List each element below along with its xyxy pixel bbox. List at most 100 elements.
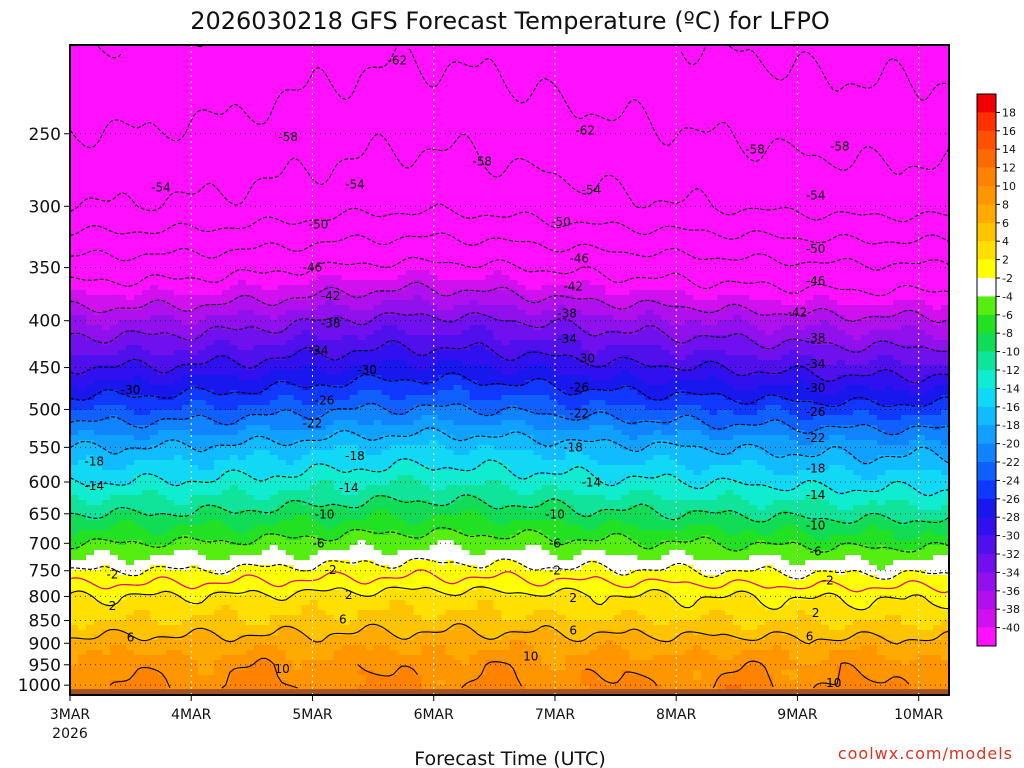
contour-label: -50 <box>806 242 826 256</box>
temperature-band-cell <box>70 495 79 501</box>
temperature-band-cell <box>110 680 167 686</box>
temperature-band-cell <box>549 665 567 671</box>
plot-frame <box>69 44 950 696</box>
temperature-band-cell <box>677 405 702 411</box>
temperature-band-cell <box>149 565 167 571</box>
temperature-band-cell <box>70 175 949 181</box>
temperature-band-cell <box>70 455 87 461</box>
temperature-band-cell <box>725 685 742 691</box>
temperature-band-cell <box>861 555 934 561</box>
temperature-band-cell <box>221 520 279 526</box>
temperature-band-cell <box>229 680 287 686</box>
contour-line <box>97 45 949 101</box>
temperature-band-cell <box>301 605 319 611</box>
temperature-band-cell <box>797 670 838 676</box>
temperature-band-cell <box>110 650 135 656</box>
temperature-band-cell <box>645 615 702 621</box>
temperature-band-cell <box>933 305 942 311</box>
temperature-band-cell <box>86 650 103 656</box>
temperature-band-cell <box>637 375 710 381</box>
temperature-band-cell <box>421 430 447 436</box>
temperature-band-cell <box>645 405 678 411</box>
temperature-band-cell <box>901 415 949 421</box>
temperature-band-cell <box>237 280 247 286</box>
temperature-band-cell <box>877 575 894 581</box>
temperature-band-cell <box>813 370 878 376</box>
temperature-band-cell <box>94 380 151 386</box>
temperature-band-cell <box>70 485 231 491</box>
temperature-band-cell <box>229 355 287 361</box>
temperature-band-cell <box>573 465 582 471</box>
temperature-band-cell <box>621 445 646 451</box>
temperature-band-cell <box>453 450 471 456</box>
temperature-band-cell <box>733 590 750 596</box>
temperature-band-cell <box>181 650 247 656</box>
temperature-band-cell <box>293 440 431 446</box>
credit-link[interactable]: coolwx.com/models <box>838 744 1013 763</box>
temperature-band-cell <box>70 620 95 626</box>
temperature-band-cell <box>397 635 415 641</box>
temperature-band-cell <box>421 645 447 651</box>
temperature-band-cell <box>829 655 886 661</box>
temperature-band-cell <box>157 635 175 641</box>
temperature-band-cell <box>269 620 343 626</box>
temperature-band-cell <box>421 520 495 526</box>
temperature-band-cell <box>749 515 774 521</box>
temperature-band-cell <box>909 500 949 506</box>
temperature-band-cell <box>941 635 949 641</box>
temperature-band-cell <box>925 330 949 336</box>
temperature-band-cell <box>565 450 582 456</box>
temperature-band-cell <box>413 365 431 371</box>
temperature-band-cell <box>70 80 949 86</box>
temperature-band-cell <box>741 625 758 631</box>
temperature-band-cell <box>317 415 423 421</box>
temperature-band-cell <box>229 510 239 516</box>
temperature-band-cell <box>581 670 598 676</box>
temperature-band-cell <box>70 655 79 661</box>
temperature-band-cell <box>173 455 183 461</box>
temperature-band-cell <box>941 320 949 326</box>
temperature-band-cell <box>565 415 590 421</box>
temperature-band-cell <box>645 395 670 401</box>
temperature-band-cell <box>629 670 694 676</box>
temperature-band-cell <box>413 460 487 466</box>
temperature-band-cell <box>117 320 183 326</box>
temperature-band-cell <box>78 625 87 631</box>
temperature-band-cell <box>509 645 535 651</box>
temperature-band-cell <box>205 330 271 336</box>
temperature-band-cell <box>421 685 463 691</box>
temperature-band-cell <box>197 305 319 311</box>
temperature-band-cell <box>509 535 551 541</box>
temperature-band-cell <box>70 585 391 591</box>
temperature-band-cell <box>141 375 183 381</box>
temperature-band-cell <box>525 475 598 481</box>
temperature-band-cell <box>86 540 119 546</box>
temperature-band-cell <box>565 390 582 396</box>
temperature-band-cell <box>613 570 630 576</box>
temperature-band-cell <box>277 285 327 291</box>
temperature-band-cell <box>893 575 949 581</box>
temperature-band-cell <box>133 375 143 381</box>
temperature-band-cell <box>733 620 766 626</box>
temperature-band-cell <box>557 485 694 491</box>
temperature-band-cell <box>70 60 949 66</box>
temperature-band-cell <box>813 415 878 421</box>
temperature-band-cell <box>781 300 806 306</box>
temperature-band-cell <box>309 555 558 561</box>
temperature-band-cell <box>397 460 415 466</box>
contour-label: 2 <box>812 606 820 620</box>
colorbar-swatch <box>977 443 996 463</box>
temperature-band-cell <box>797 660 822 666</box>
temperature-band-cell <box>205 315 271 321</box>
temperature-band-cell <box>693 335 750 341</box>
temperature-band-cell <box>245 280 311 286</box>
colorbar-label: -4 <box>1002 290 1013 303</box>
temperature-band-cell <box>677 475 862 481</box>
temperature-band-cell <box>581 360 614 366</box>
temperature-band-cell <box>70 130 949 136</box>
temperature-band-cell <box>525 350 543 356</box>
temperature-band-cell <box>669 595 702 601</box>
temperature-band-cell <box>133 435 151 441</box>
contour-label: 2 <box>345 588 353 602</box>
y-tick-label: 250 <box>29 125 61 145</box>
